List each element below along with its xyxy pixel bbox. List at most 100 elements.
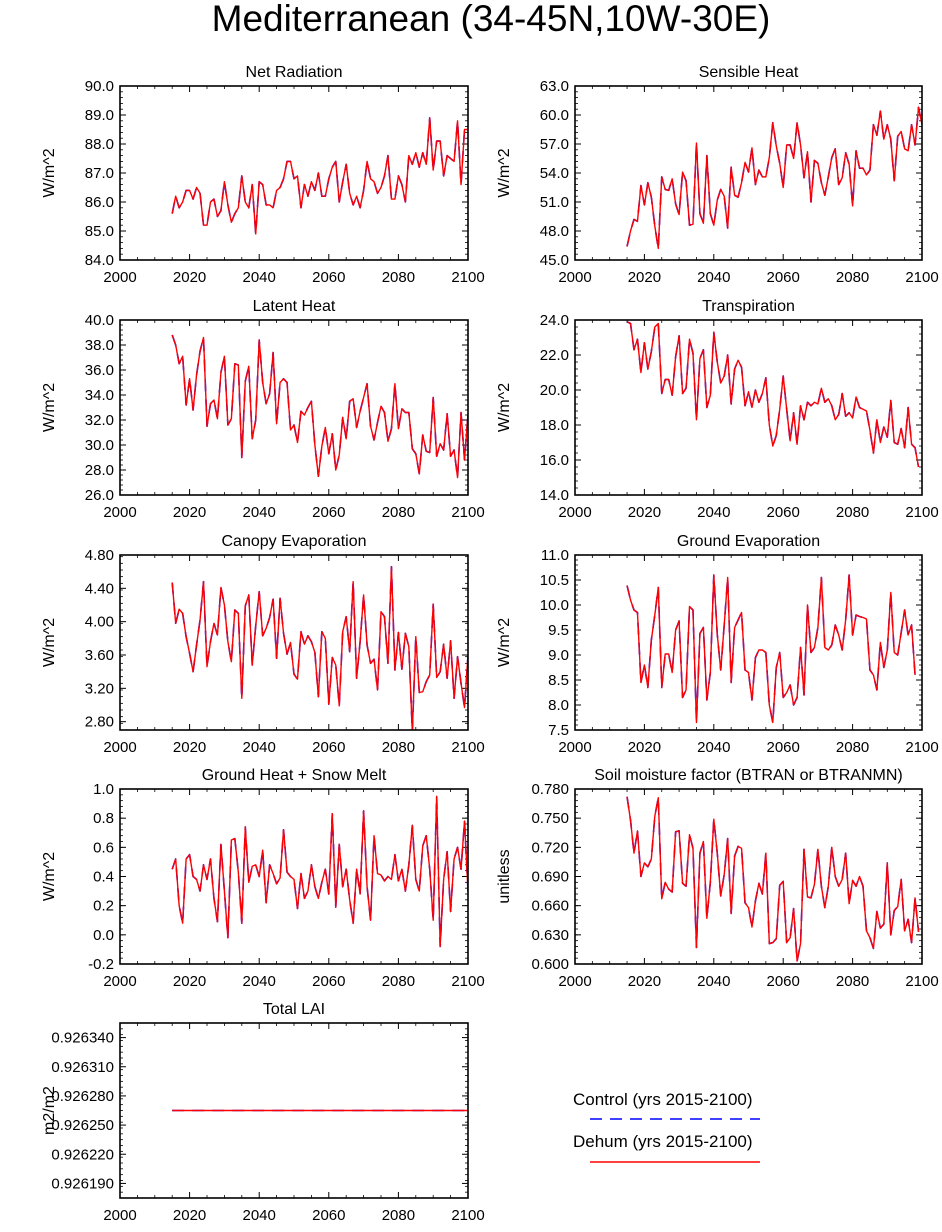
x-tick-label: 2080: [382, 1207, 415, 1224]
panel-8: Soil moisture factor (BTRAN or BTRANMN) u…: [496, 767, 939, 990]
x-tick-label: 2100: [451, 1207, 484, 1224]
legend-label-dehum: Dehum (yrs 2015-2100): [573, 1132, 753, 1151]
x-tick-label: 2000: [103, 504, 136, 521]
series-line-dehum: [626, 796, 920, 962]
x-tick-label: 2040: [243, 1207, 276, 1224]
x-tick-label: 2020: [628, 504, 661, 521]
x-tick-label: 2080: [382, 269, 415, 286]
panel-title: Transpiration: [702, 298, 795, 315]
plot-frame: [574, 554, 923, 731]
panel-title: Ground Evaporation: [677, 533, 820, 550]
x-tick-label: 2040: [243, 973, 276, 990]
x-tick-label: 2020: [628, 739, 661, 756]
panel-title: Total LAI: [263, 1001, 325, 1018]
y-axis-label: W/m^2: [41, 148, 58, 197]
x-tick-label: 2020: [173, 269, 206, 286]
x-tick-label: 2060: [312, 739, 345, 756]
y-tick-label: 32.0: [85, 412, 114, 429]
panel-9: Total LAI m2/m2 2000 2020 2040 2060 2080 2100 0.…: [41, 1001, 485, 1224]
x-tick-label: 2000: [558, 504, 591, 521]
plot-frame: [574, 788, 923, 965]
x-tick-label: 2100: [451, 973, 484, 990]
y-tick-label: 1.0: [93, 781, 114, 798]
y-axis-label: W/m^2: [41, 383, 58, 432]
x-tick-label: 2080: [382, 739, 415, 756]
y-tick-label: 3.60: [85, 647, 114, 664]
x-tick-label: 2060: [767, 973, 800, 990]
y-tick-label: 3.20: [85, 680, 114, 697]
panel-4: Transpiration W/m^2 2000 2020 2040 2060 2080 21…: [496, 298, 939, 521]
y-tick-label: 63.0: [540, 78, 569, 95]
y-tick-label: 0.926340: [51, 1030, 114, 1047]
x-tick-label: 2040: [697, 504, 730, 521]
y-tick-label: 26.0: [85, 487, 114, 504]
y-tick-label: 0.926310: [51, 1059, 114, 1076]
plot-frame: [119, 554, 469, 731]
y-tick-label: 0.926280: [51, 1088, 114, 1105]
y-axis-label: m2/m2: [41, 1086, 58, 1135]
x-tick-label: 2100: [451, 504, 484, 521]
panel-6: Ground Evaporation W/m^2 2000 2020 2040 2060 2…: [496, 533, 939, 756]
x-tick-label: 2080: [836, 973, 869, 990]
panel-title: Sensible Heat: [699, 64, 799, 81]
y-axis-label: W/m^2: [496, 148, 513, 197]
y-tick-label: 22.0: [540, 347, 569, 364]
y-tick-label: 11.0: [541, 547, 569, 564]
series-line-dehum: [626, 574, 916, 724]
figure-title: Mediterranean (34-45N,10W-30E): [212, 0, 771, 39]
y-axis-label: W/m^2: [496, 618, 513, 667]
panel-title: Ground Heat + Snow Melt: [202, 767, 387, 784]
x-tick-label: 2040: [243, 739, 276, 756]
x-tick-label: 2060: [767, 504, 800, 521]
x-tick-label: 2060: [312, 973, 345, 990]
panel-7: Ground Heat + Snow Melt W/m^2 2000 2020 2040…: [41, 767, 485, 990]
x-tick-label: 2040: [697, 269, 730, 286]
x-tick-label: 2020: [173, 739, 206, 756]
x-tick-label: 2020: [173, 504, 206, 521]
y-tick-label: 0.926250: [51, 1117, 114, 1134]
y-axis-label: unitless: [496, 849, 513, 903]
y-tick-label: 88.0: [85, 136, 114, 153]
panel-title: Canopy Evaporation: [222, 533, 367, 550]
x-tick-label: 2080: [382, 504, 415, 521]
x-tick-label: 2080: [382, 973, 415, 990]
y-tick-label: 0.926220: [51, 1146, 114, 1163]
series-line-dehum: [171, 565, 468, 730]
y-tick-label: 90.0: [85, 78, 114, 95]
y-tick-label: 0.750: [531, 810, 569, 827]
y-tick-label: 60.0: [540, 107, 569, 124]
x-tick-label: 2100: [905, 739, 938, 756]
x-tick-label: 2080: [836, 269, 869, 286]
x-tick-label: 2060: [767, 739, 800, 756]
x-tick-label: 2100: [451, 739, 484, 756]
y-tick-label: 28.0: [85, 462, 114, 479]
y-tick-label: -0.2: [88, 956, 114, 973]
y-tick-label: 0.600: [531, 956, 569, 973]
x-tick-label: 2000: [103, 269, 136, 286]
series-line-dehum: [171, 334, 468, 479]
panel-title: Net Radiation: [246, 64, 343, 81]
plot-frame: [119, 319, 469, 496]
y-tick-label: 54.0: [540, 165, 569, 182]
legend: Control (yrs 2015-2100) Dehum (yrs 2015-…: [573, 1090, 760, 1163]
series-line-dehum: [626, 106, 922, 250]
y-tick-label: 18.0: [540, 417, 569, 434]
y-tick-label: 0.780: [531, 781, 569, 798]
y-tick-label: 10.5: [540, 572, 569, 589]
y-tick-label: 0.926190: [51, 1175, 114, 1192]
y-tick-label: 84.0: [85, 252, 114, 269]
series-line-dehum: [171, 117, 468, 235]
y-tick-label: 0.720: [531, 839, 569, 856]
y-tick-label: 0.6: [93, 839, 114, 856]
y-tick-label: 86.0: [85, 194, 114, 211]
x-tick-label: 2060: [312, 504, 345, 521]
series-line-dehum: [171, 795, 468, 948]
y-tick-label: 30.0: [85, 437, 114, 454]
series-line-control: [626, 574, 916, 724]
plot-frame: [119, 788, 469, 965]
y-axis-label: W/m^2: [41, 852, 58, 901]
y-tick-label: 8.5: [548, 672, 569, 689]
panel-3: Latent Heat W/m^2 2000 2020 2040 2060 2080 2100…: [41, 298, 485, 521]
y-tick-label: 0.660: [531, 898, 569, 915]
